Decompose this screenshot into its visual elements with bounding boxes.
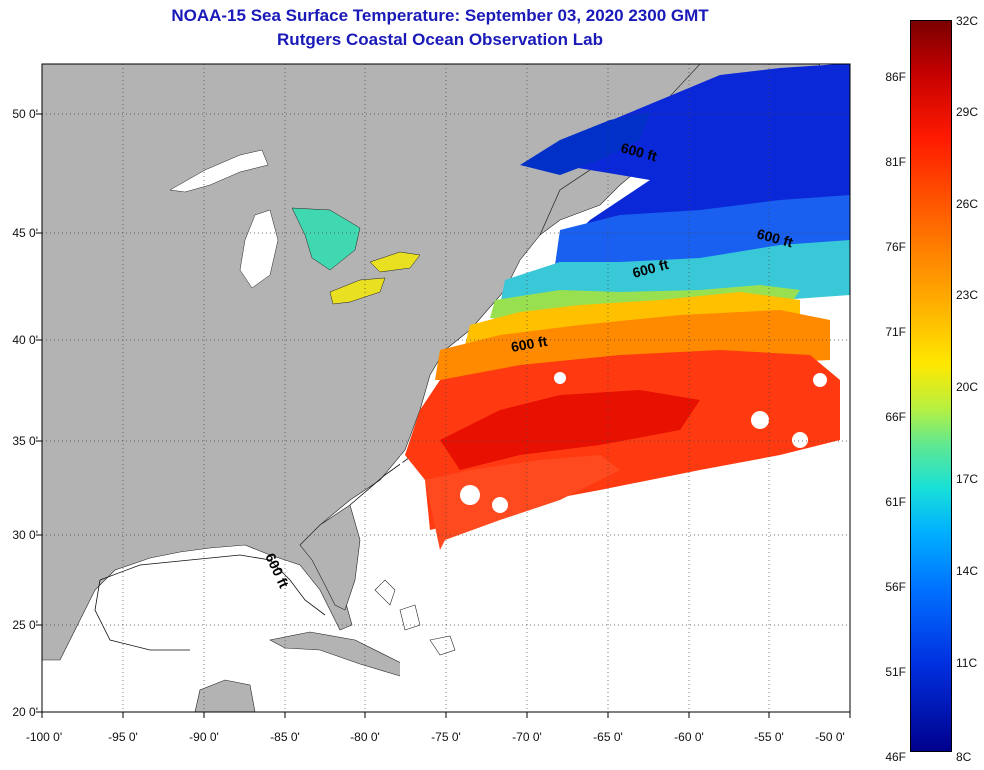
- colorbar-f-71: 71F: [885, 325, 906, 339]
- colorbar-c-14: 14C: [956, 564, 979, 578]
- lake-ontario: [369, 251, 421, 273]
- lake-michigan: [239, 209, 279, 289]
- colorbar-c-8: 8C: [956, 750, 972, 764]
- x-label-95: -95 0': [108, 730, 138, 744]
- colorbar-c-29: 29C: [956, 105, 979, 119]
- x-label-85: -85 0': [270, 730, 300, 744]
- lake-huron: [291, 207, 361, 271]
- colorbar-f-66: 66F: [885, 410, 906, 424]
- y-label-20: 20 0': [12, 705, 38, 719]
- colorbar-c-20: 20C: [956, 380, 979, 394]
- axis-ticks: [36, 113, 851, 718]
- colorbar-c-32: 32C: [956, 14, 979, 28]
- x-label-75: -75 0': [431, 730, 461, 744]
- land-yucatan: [194, 679, 256, 712]
- colorbar-f-86: 86F: [885, 70, 906, 84]
- colorbar-f-81: 81F: [885, 155, 906, 169]
- x-label-60: -60 0': [674, 730, 704, 744]
- x-label-80: -80 0': [350, 730, 380, 744]
- contour-gulf: [94, 554, 326, 651]
- x-label-90: -90 0': [189, 730, 219, 744]
- y-label-35: 35 0': [12, 434, 38, 448]
- colorbar-c-23: 23C: [956, 288, 979, 302]
- colorbar-f-51: 51F: [885, 665, 906, 679]
- colorbar-f-46: 46F: [885, 750, 906, 764]
- y-label-45: 45 0': [12, 226, 38, 240]
- islands-bahamas: [374, 579, 456, 656]
- x-label-55: -55 0': [754, 730, 784, 744]
- colorbar-f-56: 56F: [885, 580, 906, 594]
- x-label-70: -70 0': [512, 730, 542, 744]
- x-label-100: -100 0': [25, 730, 63, 744]
- y-label-25: 25 0': [12, 618, 38, 632]
- colorbar-c-26: 26C: [956, 197, 979, 211]
- y-label-40: 40 0': [12, 333, 38, 347]
- land-florida: [299, 504, 361, 611]
- colorbar-c-11: 11C: [956, 656, 978, 670]
- temperature-colorbar: [910, 20, 952, 752]
- colorbar-c-17: 17C: [956, 472, 979, 486]
- colorbar-f-61: 61F: [885, 495, 906, 509]
- graticule: [42, 64, 850, 712]
- x-label-50: -50 0': [815, 730, 845, 744]
- lake-erie: [329, 277, 386, 305]
- x-label-65: -65 0': [593, 730, 623, 744]
- map-subtitle: Rutgers Coastal Ocean Observation Lab: [277, 30, 603, 49]
- y-label-50: 50 0': [12, 107, 38, 121]
- lake-superior: [169, 149, 269, 193]
- contour-label-4: 600 ft: [510, 333, 549, 355]
- colorbar-f-76: 76F: [885, 240, 906, 254]
- y-label-30: 30 0': [12, 528, 38, 542]
- map-title: NOAA-15 Sea Surface Temperature: Septemb…: [171, 6, 709, 25]
- sst-swath: [400, 64, 850, 712]
